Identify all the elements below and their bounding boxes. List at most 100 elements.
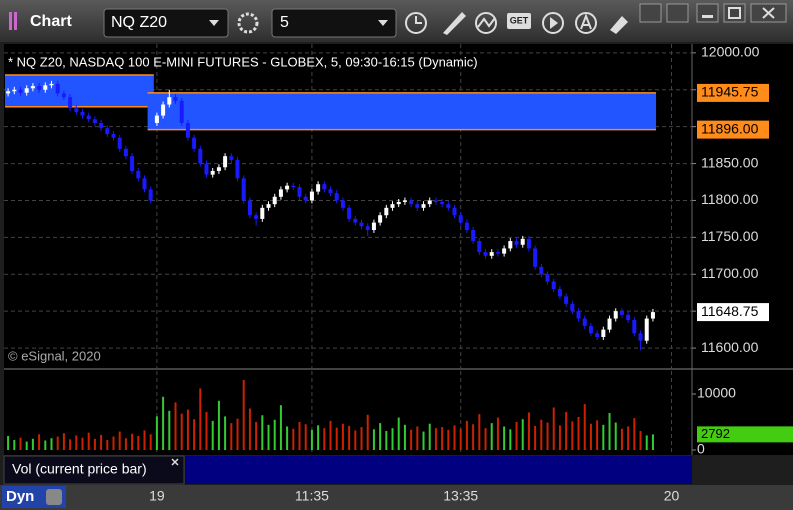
candle-body	[99, 122, 104, 129]
interval-box[interactable]	[271, 8, 397, 38]
candle-body	[347, 207, 352, 219]
get-label[interactable]: GET	[510, 15, 529, 25]
volume-bar	[385, 430, 388, 450]
volume-bar	[242, 379, 245, 450]
volume-bar	[199, 388, 202, 450]
candle-body	[570, 303, 575, 312]
volume-bar	[304, 424, 307, 450]
candle-body	[371, 222, 376, 230]
zone	[4, 74, 154, 107]
volume-bar	[453, 425, 456, 450]
alert-icon[interactable]	[575, 12, 597, 34]
candle-body	[601, 329, 606, 338]
help-button[interactable]	[639, 3, 662, 23]
settings-icon[interactable]	[237, 12, 259, 34]
candle-body	[340, 200, 345, 208]
candle-body	[440, 201, 445, 205]
volume-bar	[137, 435, 140, 450]
study-close[interactable]	[171, 458, 179, 466]
candle-body	[471, 229, 476, 242]
get-icon[interactable]	[507, 13, 531, 29]
chart-title: * NQ Z20, NASDAQ 100 E-MINI FUTURES - GL…	[8, 54, 478, 69]
volume-bar	[391, 428, 394, 450]
study-label[interactable]: Vol (current price bar)	[12, 461, 147, 477]
symbol-box[interactable]	[103, 8, 229, 38]
volume-bar	[478, 414, 481, 450]
interval[interactable]: 5	[280, 14, 289, 31]
candle-body	[37, 86, 42, 90]
volume-bar	[143, 430, 146, 450]
volume-bar	[155, 416, 158, 450]
time-icon[interactable]	[405, 12, 427, 34]
candle-body	[409, 200, 414, 205]
study-icon[interactable]	[475, 12, 497, 34]
candle-body	[539, 266, 544, 275]
candle-body	[576, 311, 581, 319]
candle-body	[545, 274, 550, 282]
dropdown-arrow[interactable]	[209, 20, 219, 26]
candle-body	[130, 156, 135, 171]
candle-body	[588, 325, 593, 334]
candle-body	[402, 200, 407, 202]
x-tick-label: 19	[149, 488, 165, 504]
y-tick-label: 11600.00	[701, 339, 759, 355]
volume-bar	[651, 434, 654, 450]
volume-bar	[447, 429, 450, 450]
volume-bar	[434, 428, 437, 450]
candle-body	[495, 252, 500, 254]
study-label-box[interactable]	[3, 455, 185, 485]
draw-icon[interactable]	[443, 12, 466, 35]
candle-body	[607, 318, 612, 330]
volume-bar	[267, 424, 270, 450]
volume-bar	[527, 412, 530, 450]
candle-body	[117, 137, 122, 149]
maximize-button[interactable]	[723, 3, 746, 23]
candle-body	[309, 191, 314, 201]
candle-body	[254, 215, 259, 219]
candle-body	[650, 312, 655, 319]
mode-icon[interactable]	[46, 489, 62, 505]
mode-label[interactable]: Dyn	[6, 488, 34, 505]
symbol[interactable]: NQ Z20	[111, 14, 167, 31]
last-price-label: 11648.75	[701, 303, 759, 319]
candle-body	[427, 200, 432, 205]
alert-icon	[580, 13, 592, 30]
volume-bar	[645, 435, 648, 450]
candle-body	[105, 128, 110, 135]
x-tick-label: 11:35	[295, 488, 329, 504]
close-icon	[762, 7, 775, 19]
window-icon	[14, 12, 17, 30]
minimize-button[interactable]	[696, 3, 719, 23]
volume-bar	[236, 418, 239, 450]
volume-bar	[577, 416, 580, 450]
volume-bar	[335, 427, 338, 450]
volume-bar	[633, 418, 636, 450]
last-volume-tag	[697, 426, 793, 443]
window-icon	[9, 12, 12, 30]
candle-body	[328, 189, 333, 194]
candle-body	[483, 252, 488, 256]
candle-body	[508, 241, 513, 249]
pin-button[interactable]	[666, 3, 689, 23]
candle-body	[136, 170, 141, 179]
candle-body	[520, 238, 525, 245]
candle-body	[421, 204, 426, 208]
study-bar	[185, 456, 692, 484]
candle-body	[365, 226, 370, 230]
volume-bar	[93, 438, 96, 450]
candle-body	[241, 178, 246, 201]
candle-body	[30, 86, 35, 89]
link-icon[interactable]	[610, 16, 628, 34]
dropdown-arrow[interactable]	[378, 20, 388, 26]
candle-body	[61, 93, 66, 98]
play-icon[interactable]	[542, 12, 564, 34]
candle-body	[502, 248, 507, 254]
volume-bar	[341, 423, 344, 450]
volume-bar	[403, 424, 406, 450]
volume-bar	[571, 421, 574, 450]
candle-body	[74, 108, 79, 112]
candle-body	[278, 189, 283, 197]
volume-bar	[174, 402, 177, 450]
volume-bar	[366, 414, 369, 450]
